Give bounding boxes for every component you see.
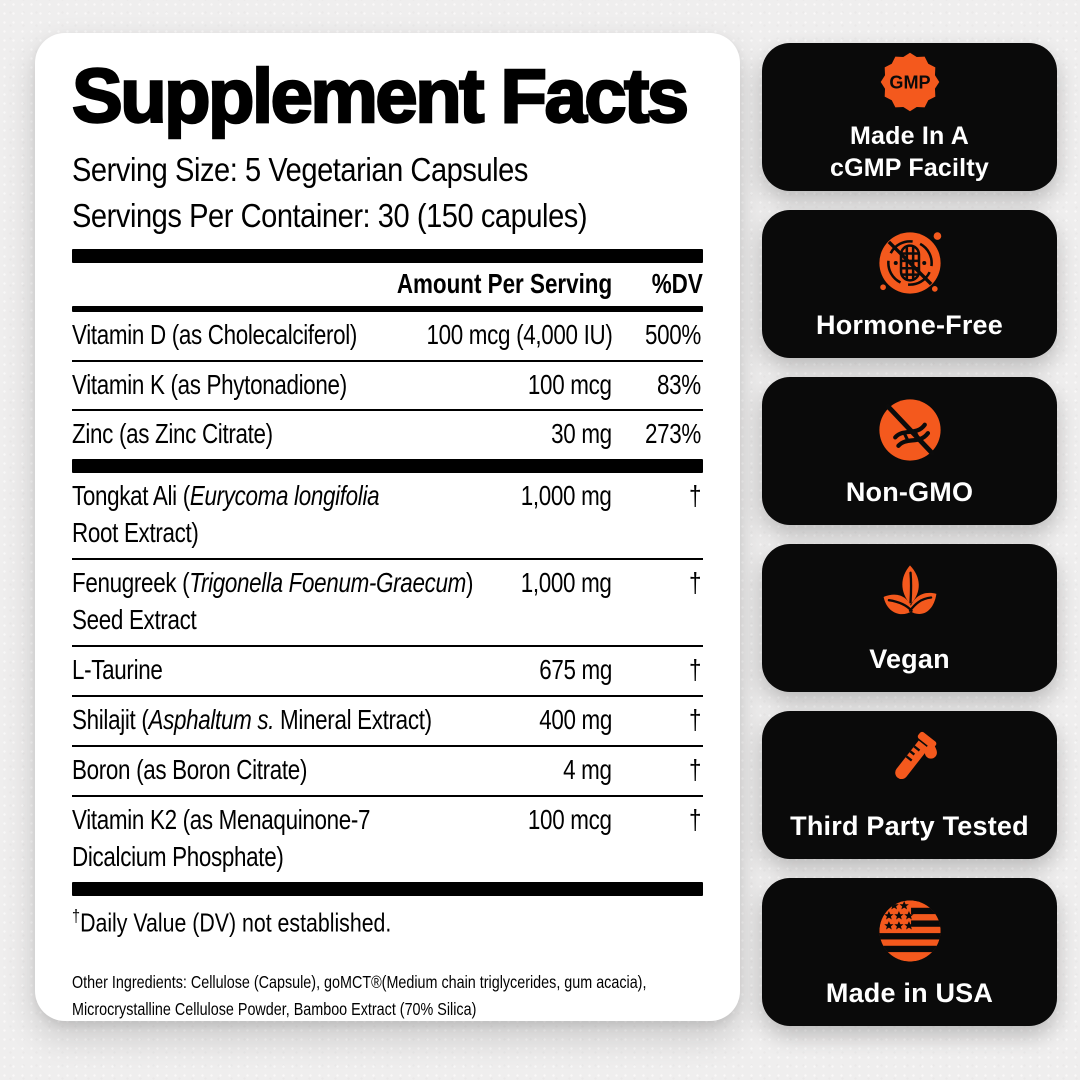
hormone-free-icon — [878, 232, 941, 294]
table-row: Boron (as Boron Citrate) 4 mg † — [72, 745, 703, 795]
amount-value: 100 mcg (4,000 IU) — [426, 318, 612, 350]
ingredient-name: Vitamin K (as Phytonadione) — [72, 368, 347, 400]
daily-value: † — [688, 804, 701, 836]
amount-value: 100 mcg — [528, 368, 612, 400]
amount-column-header: Amount Per Serving — [396, 267, 612, 299]
ingredient-name: Fenugreek (Trigonella Foenum-Graecum) Se… — [72, 567, 474, 636]
other-ingredients-text: Other Ingredients: Cellulose (Capsule), … — [72, 971, 647, 1019]
daily-value: 83% — [657, 368, 701, 400]
daily-value: † — [688, 654, 701, 686]
divider-medium — [72, 305, 703, 312]
badge-cgmp: GMP Made In A cGMP Facilty — [762, 43, 1057, 191]
page-title: Supplement Facts — [71, 54, 690, 139]
vegan-leaf-icon — [883, 565, 936, 615]
table-row: Tongkat Ali (Eurycoma longifolia Root Ex… — [72, 473, 703, 558]
servings-per-container-text: Servings Per Container: 30 (150 capules) — [72, 197, 588, 235]
non-gmo-icon — [878, 399, 941, 461]
badge-label: Hormone-Free — [816, 310, 1003, 341]
ingredient-name: Zinc (as Zinc Citrate) — [72, 418, 273, 450]
amount-value: 675 mg — [539, 654, 612, 686]
serving-size-text: Serving Size: 5 Vegetarian Capsules — [72, 151, 528, 189]
badge-label: Made In A cGMP Facilty — [830, 121, 989, 182]
divider-thick — [72, 248, 703, 263]
badge-made-in-usa: Made in USA — [762, 878, 1057, 1026]
badge-label: Non-GMO — [845, 477, 974, 508]
amount-value: 1,000 mg — [521, 480, 612, 512]
badge-label: Made in USA — [825, 978, 994, 1009]
amount-value: 400 mg — [539, 704, 612, 736]
table-row: L-Taurine 675 mg † — [72, 645, 703, 695]
table-row: Zinc (as Zinc Citrate) 30 mg 273% — [72, 409, 703, 459]
badge-vegan: Vegan — [762, 544, 1057, 692]
badge-non-gmo: Non-GMO — [762, 377, 1057, 525]
ingredient-name: Vitamin D (as Cholecalciferol) — [72, 318, 358, 350]
table-row: Vitamin K (as Phytonadione) 100 mcg 83% — [72, 359, 703, 410]
test-tube-icon — [894, 732, 937, 780]
daily-value: † — [688, 567, 701, 599]
badge-label: Third Party Tested — [790, 811, 1029, 842]
badge-third-party-tested: Third Party Tested — [762, 711, 1057, 859]
amount-value: 1,000 mg — [521, 567, 612, 599]
daily-value: † — [688, 704, 701, 736]
table-header-row: Amount Per Serving %DV — [72, 263, 703, 306]
ingredient-name: Tongkat Ali (Eurycoma longifolia Root Ex… — [72, 480, 380, 549]
daily-value: † — [688, 480, 701, 512]
daily-value: 500% — [644, 318, 701, 350]
badge-hormone-free: Hormone-Free — [762, 210, 1057, 358]
divider-thick — [72, 882, 703, 896]
table-row: Vitamin D (as Cholecalciferol) 100 mcg (4… — [72, 312, 703, 360]
badge-label: Vegan — [869, 644, 950, 675]
ingredient-name: Vitamin K2 (as Menaquinone-7 Dicalcium P… — [72, 804, 371, 873]
ingredient-name: L-Taurine — [72, 654, 163, 686]
table-row: Shilajit (Asphaltum s. Mineral Extract) 4… — [72, 695, 703, 745]
vitamins-section: Vitamin D (as Cholecalciferol) 100 mcg (4… — [72, 312, 703, 460]
daily-value: † — [688, 754, 701, 786]
usa-flag-icon — [878, 900, 941, 962]
svg-text:GMP: GMP — [889, 72, 930, 92]
supplement-facts-panel: Supplement Facts Serving Size: 5 Vegetar… — [35, 33, 740, 1021]
badge-column: GMP Made In A cGMP Facilty Hormone-Free — [762, 43, 1057, 1026]
ingredient-name: Shilajit (Asphaltum s. Mineral Extract) — [72, 704, 432, 736]
daily-value: 273% — [644, 418, 701, 450]
gmp-seal-icon: GMP — [880, 52, 939, 111]
dagger-symbol: † — [72, 906, 81, 926]
table-row: Fenugreek (Trigonella Foenum-Graecum) Se… — [72, 558, 703, 645]
daily-value-footnote: †Daily Value (DV) not established. — [72, 906, 392, 938]
amount-value: 4 mg — [563, 754, 612, 786]
table-row: Vitamin K2 (as Menaquinone-7 Dicalcium P… — [72, 795, 703, 882]
botanicals-section: Tongkat Ali (Eurycoma longifolia Root Ex… — [72, 473, 703, 882]
amount-value: 30 mg — [551, 418, 612, 450]
ingredient-name: Boron (as Boron Citrate) — [72, 754, 308, 786]
divider-thick — [72, 459, 703, 474]
amount-value: 100 mcg — [528, 804, 612, 836]
dv-column-header: %DV — [651, 267, 703, 299]
